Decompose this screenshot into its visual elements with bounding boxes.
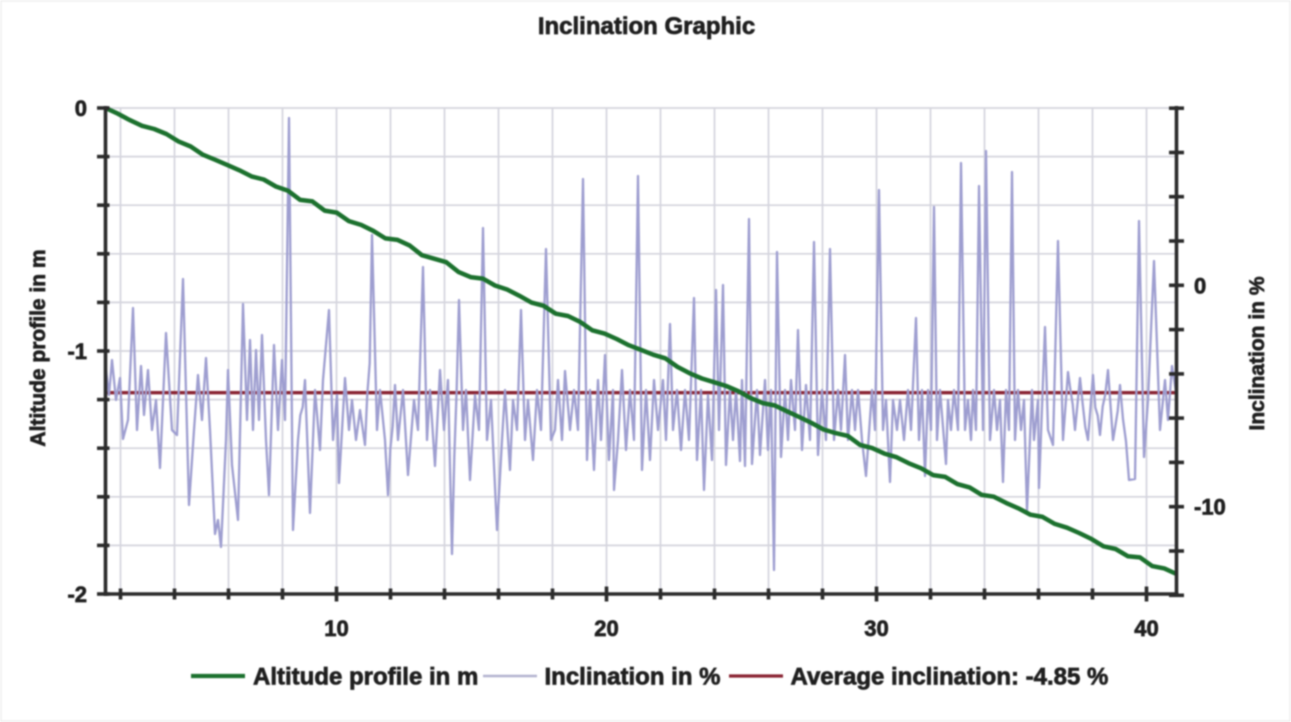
svg-text:-1: -1 <box>67 339 87 364</box>
svg-text:-2: -2 <box>67 582 87 607</box>
svg-text:10: 10 <box>324 616 348 641</box>
svg-text:20: 20 <box>594 616 618 641</box>
svg-text:Altitude profile in m: Altitude profile in m <box>27 249 50 446</box>
svg-text:30: 30 <box>864 616 888 641</box>
svg-text:Inclination in %: Inclination in % <box>1246 276 1269 430</box>
svg-text:0: 0 <box>1194 273 1206 298</box>
svg-text:0: 0 <box>75 96 87 121</box>
svg-text:40: 40 <box>1134 616 1158 641</box>
svg-text:Altitude profile in m: Altitude profile in m <box>253 664 478 691</box>
svg-text:-10: -10 <box>1194 495 1226 520</box>
svg-text:Inclination in %: Inclination in % <box>545 664 721 691</box>
svg-text:Inclination Graphic: Inclination Graphic <box>538 13 755 40</box>
svg-text:Average inclination: -4.85 %: Average inclination: -4.85 % <box>791 664 1109 691</box>
